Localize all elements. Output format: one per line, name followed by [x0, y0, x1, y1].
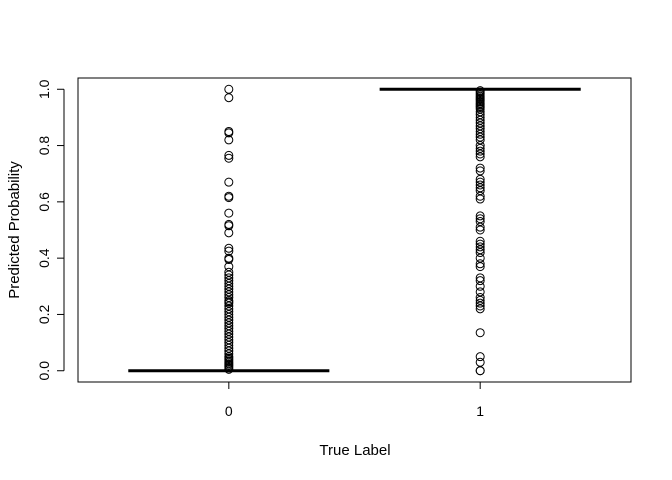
outlier-point — [224, 177, 234, 187]
outlier-points — [224, 84, 485, 376]
outlier-point — [475, 366, 485, 376]
outlier-point — [475, 129, 485, 139]
outlier-point — [475, 298, 485, 308]
outlier-point — [475, 194, 485, 204]
outlier-point — [475, 276, 485, 286]
outlier-point — [475, 149, 485, 159]
outlier-point — [475, 163, 485, 173]
outlier-point — [224, 255, 234, 265]
outlier-point — [475, 281, 485, 291]
outlier-point — [475, 180, 485, 190]
outlier-point — [475, 146, 485, 156]
y-tick-label: 0.0 — [36, 361, 52, 381]
outlier-point — [224, 228, 234, 238]
outlier-point — [224, 208, 234, 218]
y-tick-label: 0.4 — [36, 248, 52, 268]
y-axis: 0.0 0.2 0.4 0.6 0.8 1.0 — [36, 79, 65, 381]
y-tick-label: 0.2 — [36, 305, 52, 325]
outlier-point — [224, 243, 234, 253]
x-tick-label: 0 — [225, 403, 233, 419]
outlier-point — [475, 301, 485, 311]
outlier-point — [475, 225, 485, 235]
outlier-point — [224, 128, 234, 138]
y-tick-label: 0.8 — [36, 136, 52, 156]
outlier-point — [224, 84, 234, 94]
outlier-point — [475, 211, 485, 221]
x-tick-label: 1 — [476, 403, 484, 419]
boxes — [128, 87, 581, 373]
plot-frame — [77, 77, 632, 383]
outlier-point — [475, 242, 485, 252]
outlier-point — [475, 152, 485, 162]
outlier-point — [224, 153, 234, 163]
outlier-point — [475, 248, 485, 258]
x-axis-label: True Label — [319, 442, 390, 459]
y-tick-label: 0.6 — [36, 192, 52, 212]
outlier-point — [224, 193, 234, 203]
y-tick-label: 1.0 — [36, 79, 52, 99]
outlier-point — [475, 304, 485, 314]
outlier-point — [475, 259, 485, 269]
outlier-point — [475, 222, 485, 232]
outlier-point — [475, 191, 485, 201]
outlier-point — [475, 352, 485, 362]
outlier-point — [224, 150, 234, 160]
outlier-point — [224, 93, 234, 103]
y-axis-label: Predicted Probability — [6, 161, 23, 299]
outlier-point — [475, 262, 485, 272]
outlier-point — [475, 328, 485, 338]
outlier-point — [475, 357, 485, 367]
outlier-point — [224, 364, 234, 374]
outlier-point — [224, 135, 234, 145]
outlier-point — [224, 221, 234, 231]
